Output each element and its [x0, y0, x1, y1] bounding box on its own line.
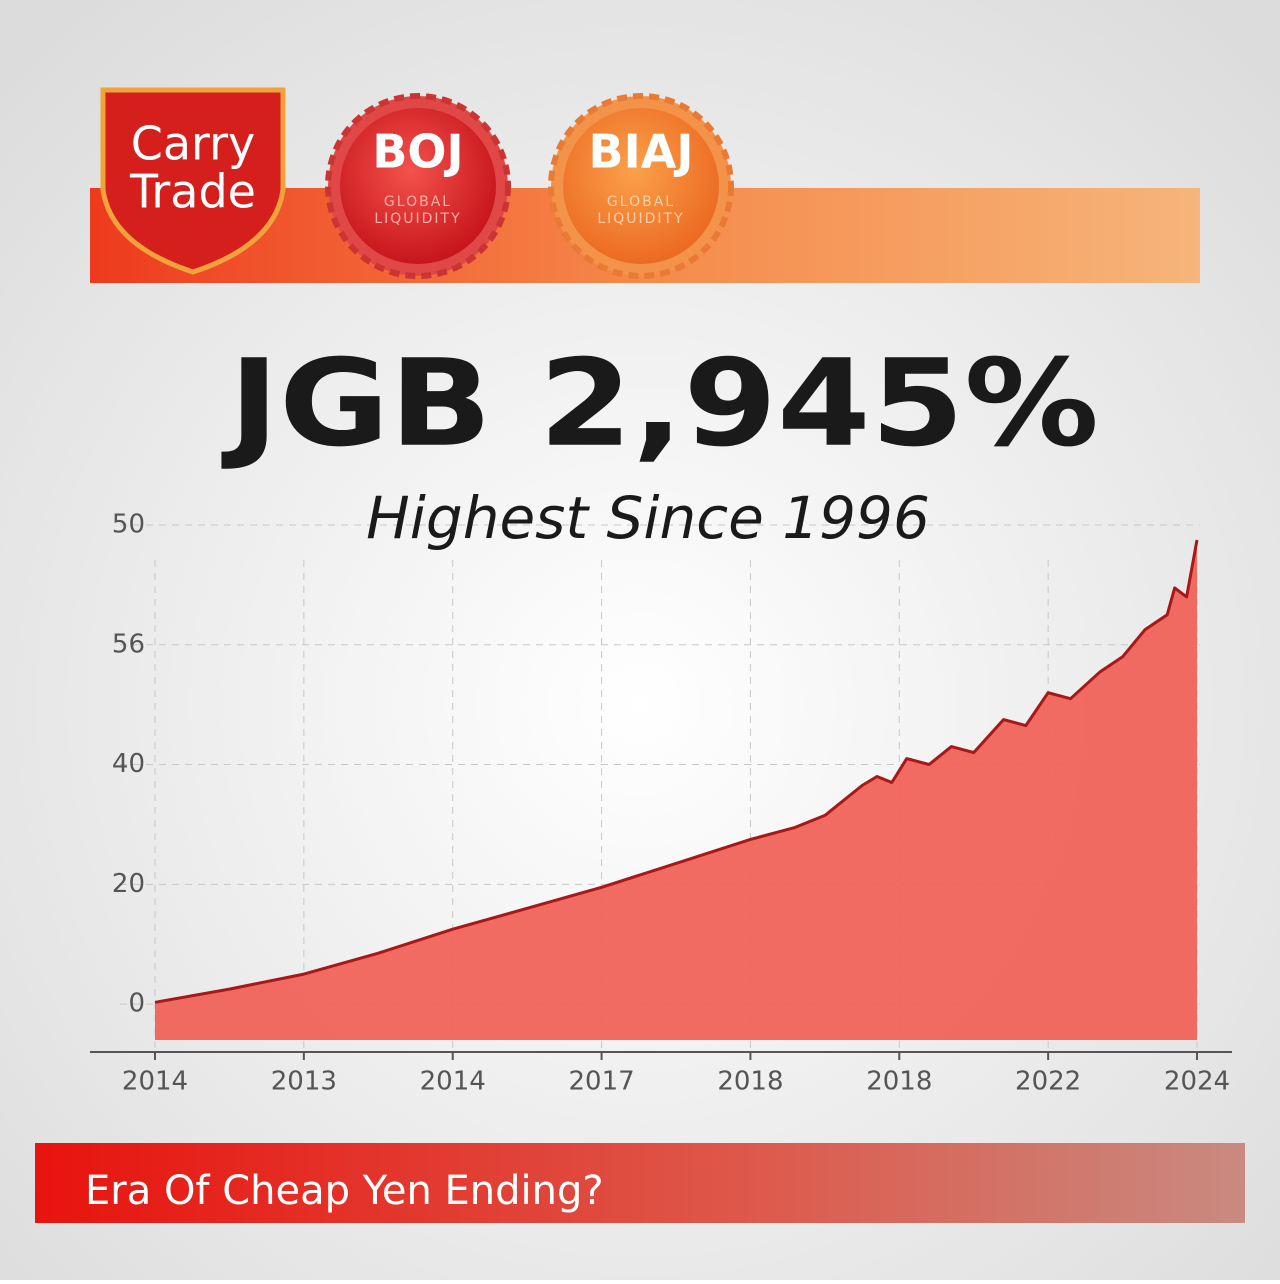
y-tick-label: 0 — [128, 989, 145, 1019]
line — [154, 539, 1199, 1004]
x-tick-label: 2013 — [271, 1067, 337, 1097]
chart-subtitle: Highest Since 1996 — [366, 484, 930, 552]
badge-caption: GLOBAL — [607, 194, 675, 210]
badge-caption: GLOBAL — [384, 194, 452, 210]
plot: 0 20 40 56 50 2014 2013 2014 2017 2018 2018 2022 202… — [90, 510, 1232, 1097]
badge-caption: LIQUIDITY — [374, 211, 461, 227]
x-tick-label: 2017 — [568, 1067, 634, 1097]
shield-text: Carry — [131, 117, 256, 171]
footer-text: Era Of Cheap Yen Ending? — [85, 1168, 604, 1214]
chart-title: JGB 2,945% — [221, 335, 1099, 474]
x-tick-label: 2018 — [866, 1067, 932, 1097]
x-tick-label: 2022 — [1015, 1067, 1081, 1097]
y-tick-label: 50 — [112, 510, 145, 540]
badge: BIAJ GLOBAL LIQUIDITY — [548, 93, 734, 279]
x-tick-label: 2014 — [122, 1067, 188, 1097]
x-tick-label: 2014 — [420, 1067, 486, 1097]
badge-caption: LIQUIDITY — [597, 211, 684, 227]
footer-bar — [35, 1143, 1245, 1223]
badge-label: BOJ — [372, 125, 463, 179]
area — [155, 540, 1197, 1040]
y-tick-label: 40 — [112, 749, 145, 779]
shield-text: Trade — [129, 165, 256, 219]
shield — [100, 87, 286, 275]
badge: BOJ GLOBAL LIQUIDITY — [325, 93, 511, 279]
x-tick-label: 2024 — [1164, 1067, 1230, 1097]
badge-seal — [340, 108, 496, 264]
badge-label: BIAJ — [589, 125, 694, 179]
x-tick-label: 2018 — [717, 1067, 783, 1097]
y-tick-label: 56 — [112, 629, 145, 659]
badge-seal — [563, 108, 719, 264]
y-tick-label: 20 — [112, 869, 145, 899]
